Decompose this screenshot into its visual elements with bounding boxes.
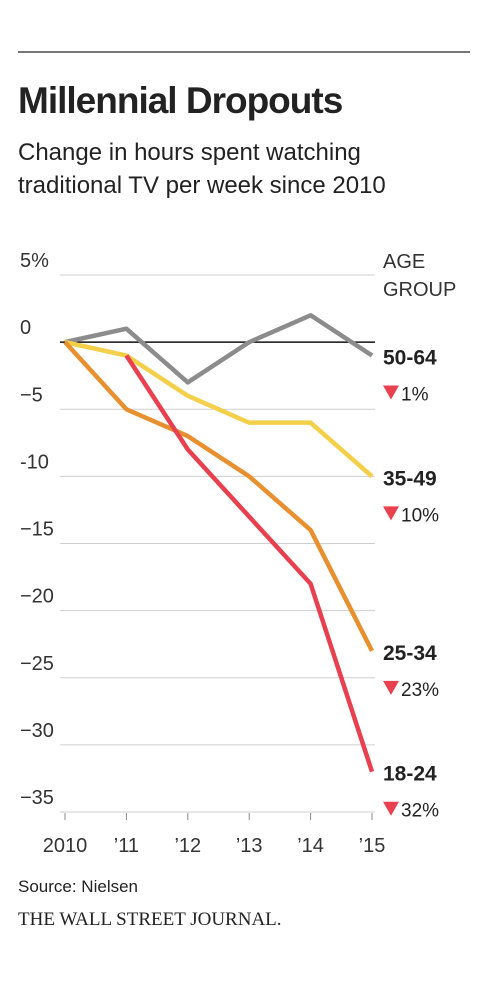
x-tick-label: 2010: [43, 835, 88, 857]
legend-title: AGE: [383, 251, 425, 273]
x-tick-label: ’13: [236, 835, 263, 857]
series-change: 32%: [401, 801, 439, 822]
chart-title: Millennial Dropouts: [18, 80, 343, 121]
series-change: 23%: [401, 680, 439, 701]
chart-subtitle: Change in hours spent watching: [18, 139, 361, 166]
series-change: 10%: [401, 505, 439, 526]
y-tick-label: −20: [20, 586, 54, 608]
series-line: [64, 339, 374, 479]
y-tick-label: −5: [20, 384, 43, 406]
legend-title: GROUP: [383, 279, 456, 301]
publisher: THE WALL STREET JOURNAL.: [18, 909, 282, 930]
y-tick-label: −30: [20, 720, 54, 742]
y-tick-label: −25: [20, 653, 54, 675]
x-tick-label: ’15: [359, 835, 386, 857]
down-triangle: [383, 801, 399, 816]
series-line: [124, 354, 375, 773]
y-tick-label: 0: [20, 317, 31, 339]
x-tick-label: ’14: [297, 835, 324, 857]
y-tick-label: 5%: [20, 250, 49, 272]
series-change: 1%: [401, 385, 429, 406]
series-label: 50-64: [383, 347, 437, 370]
down-triangle: [383, 506, 399, 521]
series-label: 18-24: [383, 763, 437, 786]
down-triangle: [383, 680, 399, 695]
y-tick-label: -10: [20, 451, 49, 473]
series-label: 25-34: [383, 642, 437, 665]
x-tick-label: ’12: [174, 835, 201, 857]
source: Source: Nielsen: [18, 877, 138, 896]
series-label: 35-49: [383, 467, 437, 490]
down-triangle: [383, 385, 399, 400]
x-tick-label: ’11: [114, 835, 139, 857]
series-line: [63, 340, 375, 652]
series-line: [64, 313, 374, 385]
chart-subtitle: traditional TV per week since 2010: [18, 172, 386, 199]
y-tick-label: −35: [20, 787, 54, 809]
y-tick-label: −15: [20, 519, 54, 541]
